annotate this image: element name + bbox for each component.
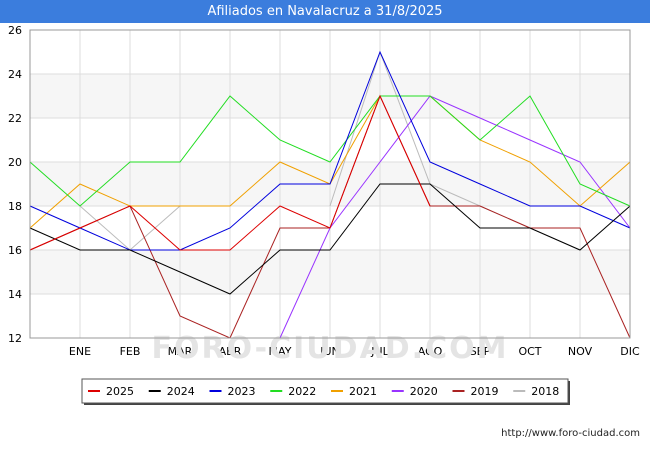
x-tick-label: MAR (168, 345, 193, 358)
y-tick-label: 16 (8, 244, 22, 257)
x-tick-label: DIC (620, 345, 640, 358)
y-tick-label: 22 (8, 112, 22, 125)
legend-label-2022: 2022 (288, 385, 316, 398)
footer-url[interactable]: http://www.foro-ciudad.com (501, 428, 640, 439)
legend-label-2018: 2018 (531, 385, 559, 398)
legend-label-2023: 2023 (228, 385, 256, 398)
legend-box (81, 378, 569, 404)
legend-label-2025: 2025 (106, 385, 134, 398)
series-line-2022 (29, 95, 631, 207)
y-tick-label: 24 (8, 68, 22, 81)
y-tick-label: 26 (8, 24, 22, 37)
x-tick-label: FEB (120, 345, 141, 358)
watermark: FORO-CIUDAD.COM (152, 331, 509, 366)
chart-title: Afiliados en Navalacruz a 31/8/2025 (0, 0, 650, 23)
legend-label-2020: 2020 (410, 385, 438, 398)
plot-border (29, 29, 631, 339)
x-tick-label: ENE (69, 345, 91, 358)
x-tick-label: JUN (319, 345, 340, 358)
y-tick-label: 14 (8, 288, 22, 301)
x-tick-label: JUL (370, 345, 389, 358)
x-tick-label: ABR (219, 345, 242, 358)
series-line-2024 (29, 183, 631, 295)
x-tick-label: OCT (518, 345, 541, 358)
y-tick-label: 20 (8, 156, 22, 169)
legend-label-2024: 2024 (167, 385, 195, 398)
series-line-2020 (279, 95, 631, 339)
x-tick-label: NOV (568, 345, 593, 358)
y-tick-label: 12 (8, 332, 22, 345)
legend-label-2019: 2019 (471, 385, 499, 398)
x-tick-label: SEP (470, 345, 491, 358)
series-line-2025 (29, 94, 431, 251)
legend-label-2021: 2021 (349, 385, 377, 398)
y-tick-label: 18 (8, 200, 22, 213)
x-tick-label: AGO (418, 345, 443, 358)
x-tick-label: MAY (269, 345, 292, 358)
